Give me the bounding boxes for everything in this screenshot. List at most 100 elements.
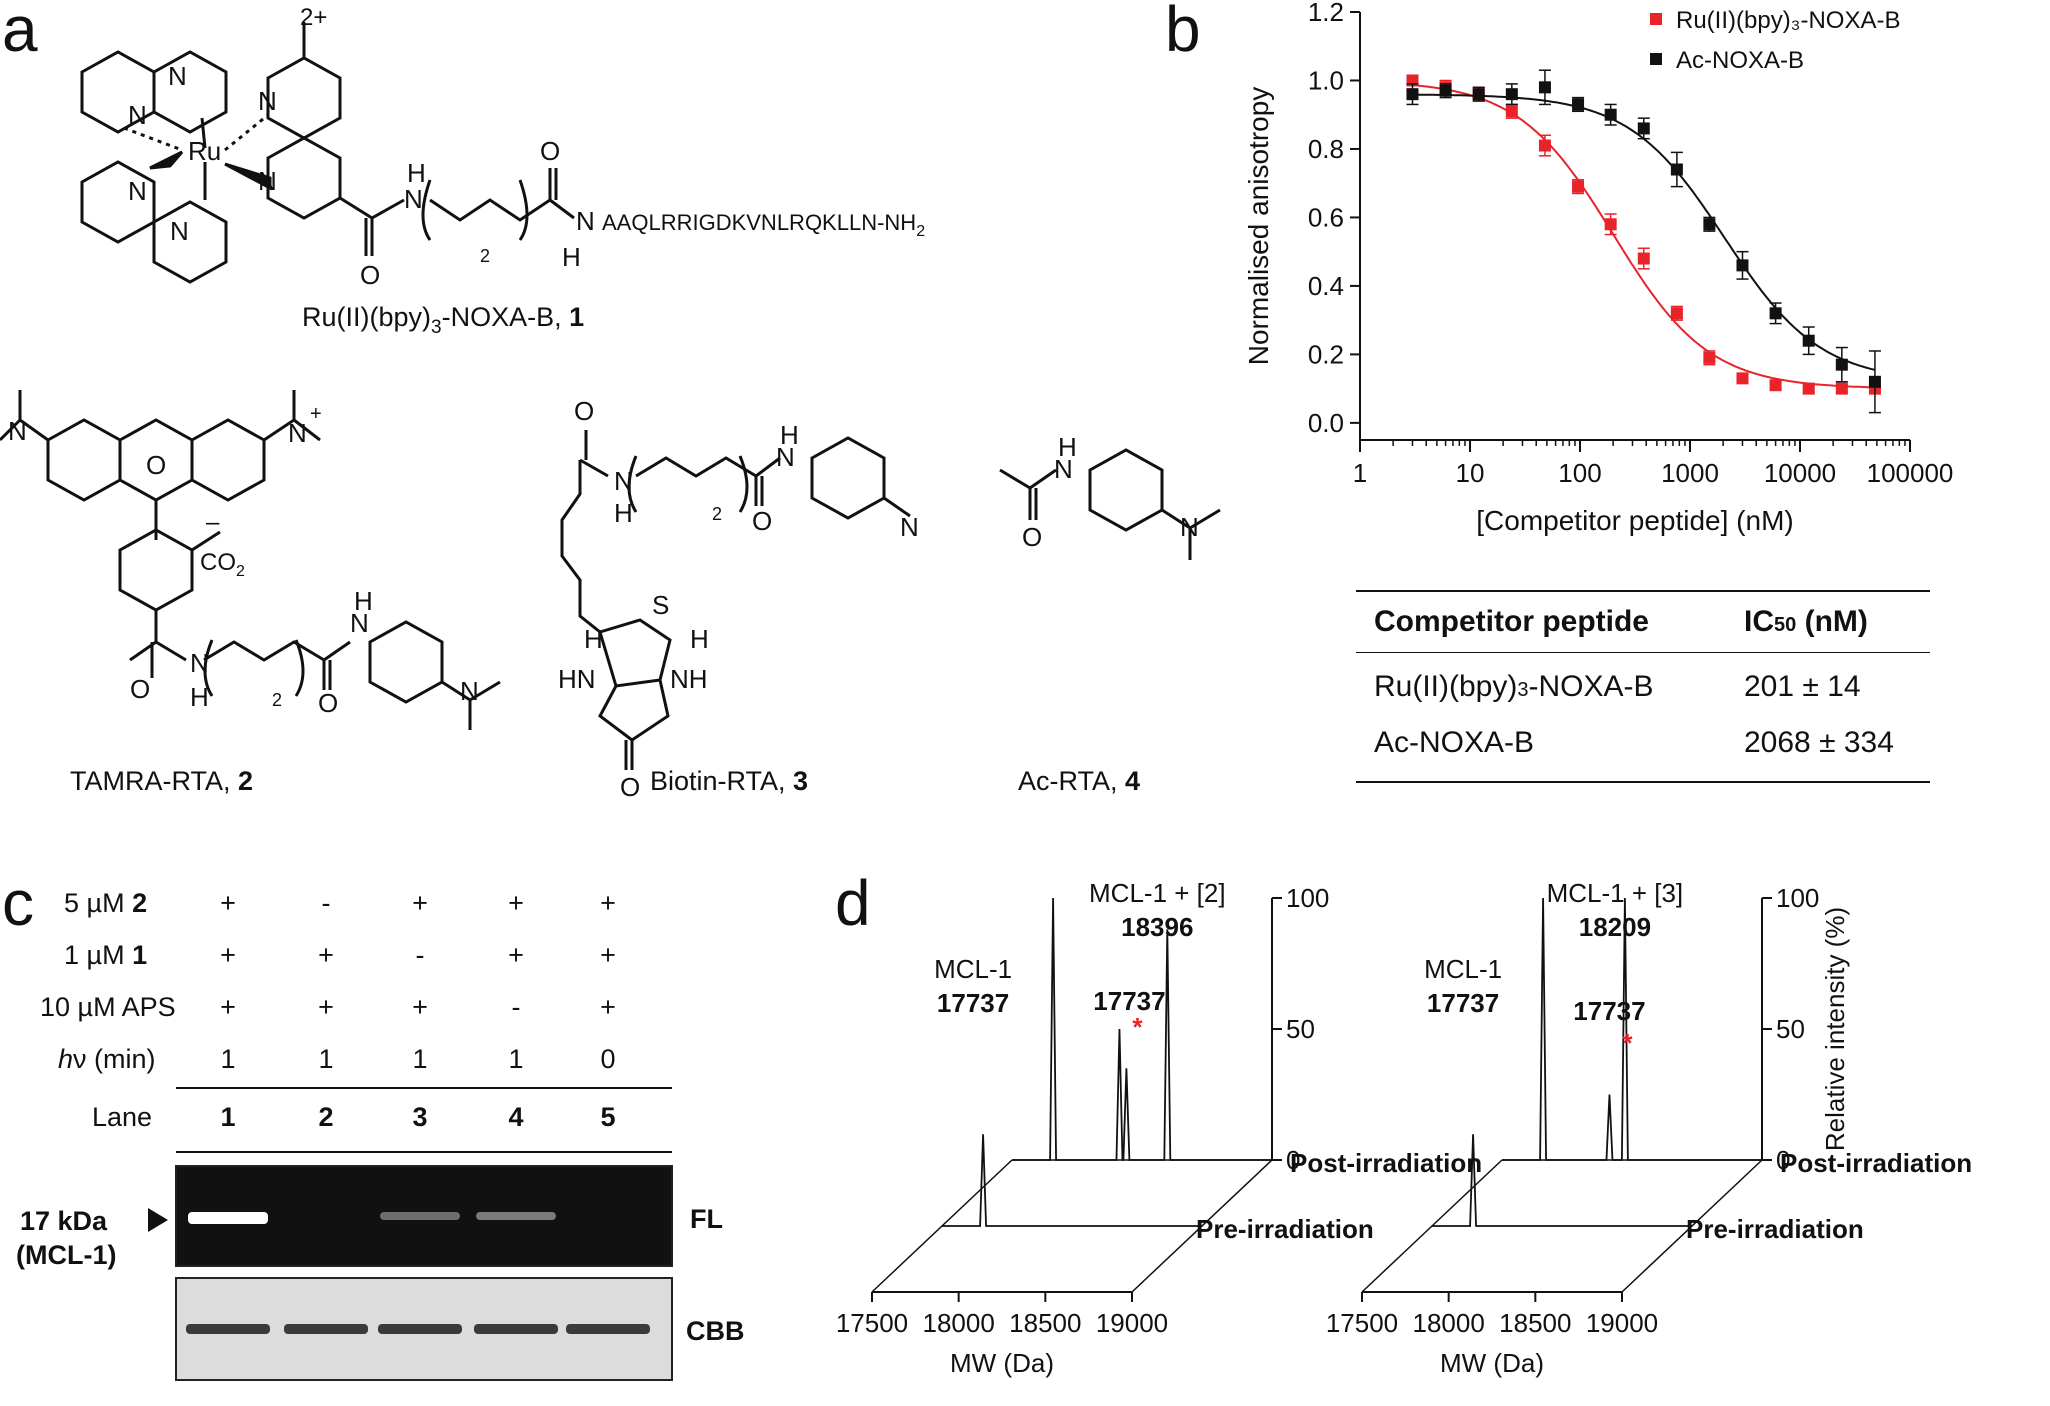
gel-panel: 5 µM 2 1 µM 1 10 µM APS hν (min) Lane + -… [16, 888, 745, 1381]
data-point [1736, 372, 1749, 385]
asterisk-marker: * [1132, 1012, 1143, 1042]
cond-label-compound2: 5 µM 2 [64, 888, 147, 918]
data-point [1439, 84, 1452, 97]
svg-text:N: N [900, 512, 919, 542]
svg-text:O: O [620, 772, 640, 802]
structure-biotin-rta [560, 430, 911, 770]
y-tick-label: 1.0 [1308, 65, 1344, 95]
condition-value: 1 [220, 1044, 235, 1074]
x-tick-label: 19000 [1586, 1308, 1658, 1338]
y-tick-label: 50 [1776, 1014, 1805, 1044]
condition-value: 0 [600, 1044, 615, 1074]
condition-value: + [220, 888, 236, 918]
structure-4-caption: Ac-RTA, 4 [1018, 766, 1140, 796]
peak-annotation-mass: 17737 [937, 988, 1009, 1018]
svg-text:N: N [1054, 454, 1073, 484]
condition-value: 1 [412, 1044, 427, 1074]
trace-label: Pre-irradiation [1686, 1214, 1864, 1244]
condition-value: - [416, 940, 425, 970]
cbb-band [378, 1324, 462, 1334]
header-ic50: IC50 (nM) [1744, 605, 1868, 638]
y-tick-label: 50 [1286, 1014, 1315, 1044]
data-point [1505, 88, 1518, 101]
table-row: Ru(II)(bpy)3-NOXA-B 201 ± 14 [1356, 659, 1930, 715]
svg-text:N: N [460, 676, 479, 706]
svg-text:H: H [407, 158, 426, 188]
lane-number: 3 [412, 1102, 427, 1132]
svg-text:N: N [404, 184, 423, 214]
data-point [1572, 98, 1585, 111]
condition-value: + [508, 888, 524, 918]
data-point [1604, 108, 1617, 121]
svg-text:–: – [206, 509, 220, 536]
y-axis-label: Normalised anisotropy [1243, 87, 1274, 366]
cbb-label: CBB [686, 1316, 745, 1346]
lane-number: 2 [318, 1102, 333, 1132]
y-tick-label: 100 [1776, 883, 1819, 913]
ms-spectra-panel: 17500 18000 18500 19000 MW (Da) 0 50 100 Post-ir… [836, 878, 1972, 1378]
structure-tamra-rta [0, 390, 501, 730]
y-tick-label: 0.6 [1308, 202, 1344, 232]
chemical-structures: N N N N N N Ru 2+ O N H O N H 2 AAQLRRIG… [0, 4, 1221, 802]
legend-entry: Ac-NOXA-B [1676, 47, 1804, 74]
y-tick-label: 0 [1286, 1145, 1300, 1175]
x-tick-label: 18000 [1413, 1308, 1485, 1338]
svg-text:S: S [652, 590, 669, 620]
svg-text:O: O [574, 396, 594, 426]
cond-label-irradiation: hν (min) [58, 1044, 156, 1074]
svg-text:O: O [146, 450, 166, 480]
svg-text:H: H [562, 242, 581, 272]
spectrum-trace-1 [942, 1134, 1202, 1227]
svg-text:N: N [258, 166, 277, 196]
trace-label: Pre-irradiation [1196, 1214, 1374, 1244]
adduct-annotation-name: MCL-1 + [3] [1547, 878, 1684, 908]
svg-text:N: N [258, 86, 277, 116]
fl-band [380, 1212, 460, 1220]
table-mid-rule [1356, 652, 1930, 653]
condition-value: + [600, 992, 616, 1022]
svg-text:H: H [614, 498, 633, 528]
data-point [1670, 307, 1683, 320]
fl-band [188, 1212, 268, 1224]
svg-text:H: H [780, 420, 799, 450]
svg-text:H: H [690, 624, 709, 654]
condition-value: - [322, 888, 331, 918]
cbb-band [186, 1324, 270, 1334]
svg-text:O: O [540, 136, 560, 166]
condition-value: + [318, 940, 334, 970]
svg-text:2: 2 [712, 504, 722, 524]
y-tick-label: 0 [1776, 1145, 1790, 1175]
svg-text:2: 2 [480, 246, 490, 266]
structure-ac-rta [999, 448, 1221, 560]
cbb-band [566, 1324, 650, 1334]
y-tick-label: 0.8 [1308, 134, 1344, 164]
data-point [1505, 105, 1518, 118]
x-tick-label: 1000 [1661, 458, 1719, 488]
panel-label-c: c [2, 867, 34, 939]
legend-marker [1650, 13, 1662, 25]
condition-value: 1 [508, 1044, 523, 1074]
svg-text:N: N [776, 442, 795, 472]
data-point [1769, 307, 1782, 320]
band-arrow-icon [148, 1208, 168, 1232]
svg-text:O: O [1022, 522, 1042, 552]
data-point [1538, 81, 1551, 94]
trace-label: Post-irradiation [1290, 1148, 1482, 1178]
svg-text:O: O [752, 506, 772, 536]
data-point [1538, 139, 1551, 152]
condition-value: + [508, 940, 524, 970]
lane-number: 5 [600, 1102, 615, 1132]
svg-text:N: N [190, 648, 209, 678]
svg-text:N: N [614, 466, 633, 496]
svg-text:CO2: CO2 [200, 549, 245, 580]
svg-text:O: O [318, 688, 338, 718]
svg-text:HN: HN [558, 664, 596, 694]
svg-text:N: N [350, 608, 369, 638]
structure-2-caption: TAMRA-RTA, 2 [70, 766, 253, 796]
data-point [1835, 382, 1848, 395]
svg-text:N: N [168, 61, 187, 91]
data-point [1802, 334, 1815, 347]
data-point [1406, 88, 1419, 101]
data-point [1835, 358, 1848, 371]
ru-atom: Ru [188, 136, 221, 166]
